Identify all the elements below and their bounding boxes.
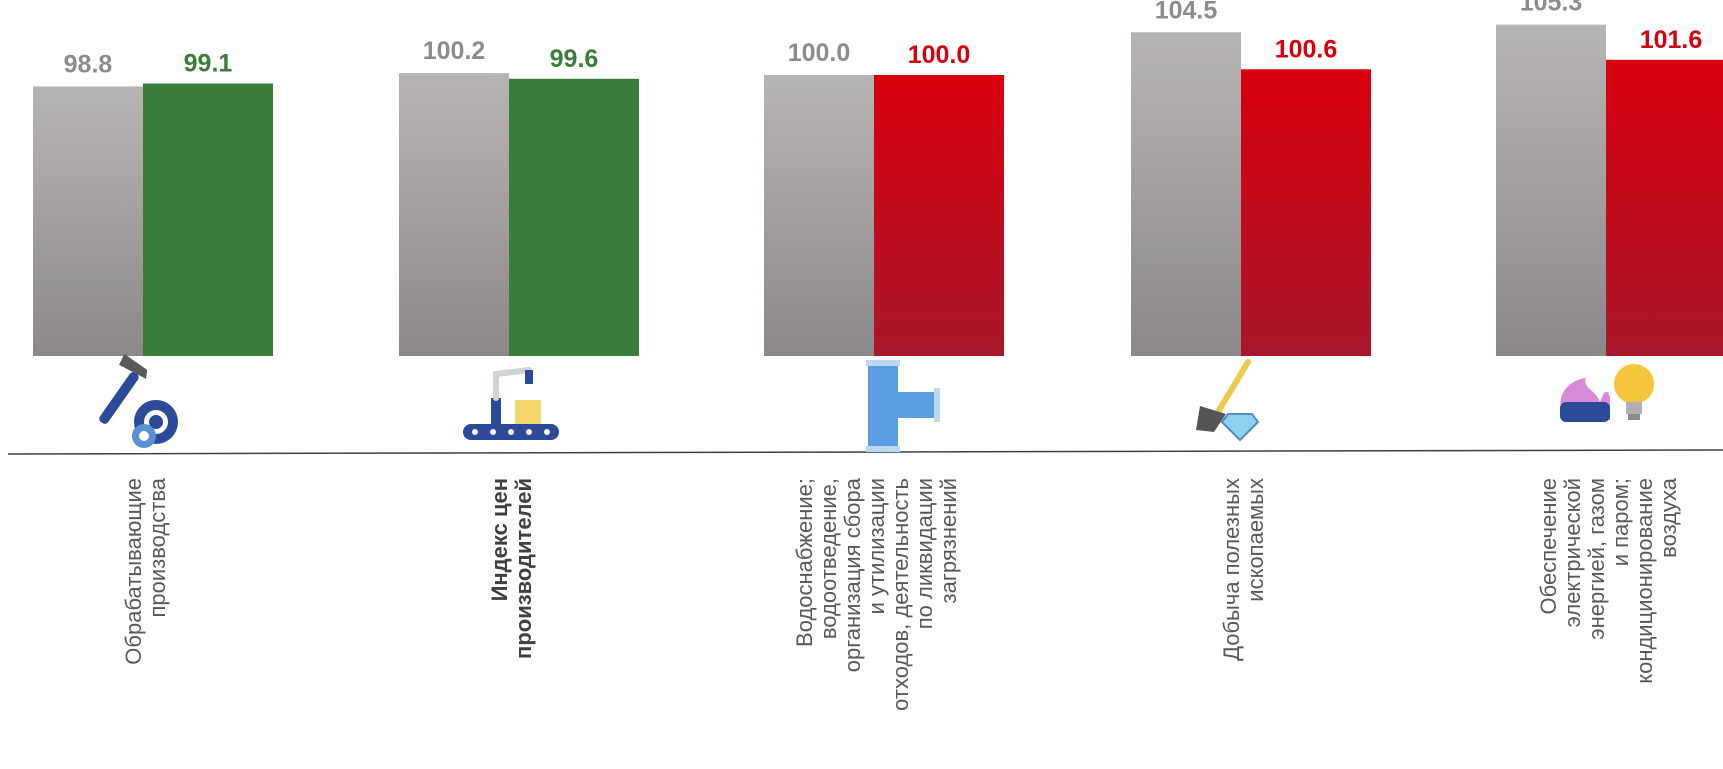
- value-label-series1-0: 98.8: [64, 50, 113, 78]
- bar-series2-3: [1241, 69, 1371, 357]
- category-label-line: кондиционирование: [1632, 478, 1657, 684]
- value-label-series1-4: 105.3: [1520, 0, 1583, 17]
- bar-series1-3: [1131, 32, 1241, 356]
- bar-series1-1: [399, 73, 509, 356]
- category-labels-layer: Обрабатывающие производства Индекс цен прои…: [121, 477, 1681, 711]
- value-label-series1-3: 104.5: [1155, 0, 1218, 24]
- value-label-series1-1: 100.2: [423, 37, 486, 65]
- category-label-line: энергией, газом: [1584, 478, 1609, 640]
- category-label-line: и паром;: [1608, 478, 1633, 566]
- category-label-line: производства: [145, 477, 170, 617]
- category-label-line: Водоснабжение;: [792, 478, 817, 647]
- bars-layer: [33, 24, 1723, 357]
- value-label-series2-0: 99.1: [184, 50, 233, 78]
- category-label-line: Индекс цен: [487, 478, 512, 601]
- category-label-line: организация сбора: [840, 477, 865, 672]
- category-label-line: воздуха: [1656, 477, 1681, 558]
- bar-series2-4: [1606, 59, 1723, 357]
- value-label-series2-1: 99.6: [550, 45, 599, 73]
- bar-series2-1: [509, 78, 639, 357]
- value-label-series2-3: 100.6: [1275, 35, 1338, 63]
- category-label-line: загрязнений: [936, 478, 961, 603]
- shovel-diamond-icon: [1196, 359, 1260, 442]
- category-label-line: по ликвидации: [912, 478, 937, 629]
- value-label-series2-4: 101.6: [1640, 26, 1703, 54]
- category-label-line: и утилизации: [864, 478, 889, 614]
- category-label-4: Обеспечение электрической энергией, газом и…: [1536, 477, 1681, 684]
- category-label-line: Обрабатывающие: [121, 478, 146, 665]
- gas-flame-bulb-icon: [1560, 364, 1654, 422]
- category-label-line: Обеспечение: [1536, 478, 1561, 615]
- category-label-0: Обрабатывающие производства: [121, 477, 170, 664]
- category-label-3: Добыча полезных ископаемых: [1219, 478, 1268, 661]
- water-pipe-icon: [866, 360, 940, 452]
- value-labels-layer: 98.8 99.1 100.2 99.6 100.0 100.0 104.5 100.6 105…: [64, 0, 1703, 78]
- category-label-line: производителей: [511, 478, 536, 659]
- value-label-series2-2: 100.0: [908, 41, 971, 69]
- category-label-line: ископаемых: [1243, 478, 1268, 602]
- bar-series1-4: [1496, 24, 1606, 357]
- category-label-line: Добыча полезных: [1219, 478, 1244, 661]
- bar-series2-0: [143, 83, 273, 357]
- hammer-gear-icon: [99, 353, 178, 448]
- category-axis-line: [7, 449, 1723, 455]
- category-label-1: Индекс цен производителей: [487, 478, 536, 659]
- conveyor-robot-icon: [463, 367, 559, 440]
- bar-series2-2: [874, 75, 1004, 356]
- bar-series1-2: [764, 75, 874, 356]
- category-label-line: водоотведение,: [816, 478, 841, 639]
- category-label-line: отходов, деятельность: [888, 478, 913, 711]
- category-label-line: электрической: [1560, 478, 1585, 627]
- bar-series1-0: [33, 86, 143, 357]
- value-label-series1-2: 100.0: [788, 39, 851, 67]
- category-label-2: Водоснабжение; водоотведение, организация …: [792, 477, 961, 711]
